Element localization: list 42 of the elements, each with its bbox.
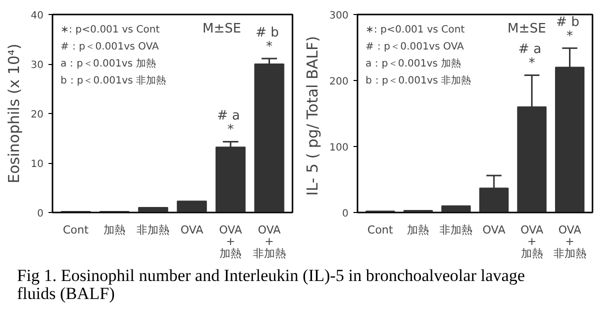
y-tick-label: 100: [329, 142, 349, 154]
annotation: #：p＜0.001vs OVA: [366, 42, 464, 52]
y-tick-label: 0: [342, 208, 349, 220]
annotation: # b: [556, 15, 580, 30]
y-tick-label: 0: [37, 208, 44, 220]
annotation: # a: [217, 108, 240, 124]
x-tick-label: 加熱: [407, 224, 430, 236]
x-tick-label: Cont: [367, 224, 394, 236]
x-tick-label: OVA + 非加熱: [252, 224, 286, 260]
x-tick-label: OVA + 加熱: [219, 224, 242, 260]
x-tick-label: OVA + 非加熱: [553, 224, 586, 260]
annotation: *: [266, 40, 274, 55]
annotation: b：p＜0.001vs 非加熱: [60, 74, 166, 86]
x-tick-label: Cont: [62, 224, 90, 236]
annotation: *: [566, 29, 574, 44]
annotation: *: [528, 56, 536, 72]
y-tick-label: 200: [329, 76, 349, 88]
annotation: M±SE: [202, 22, 242, 36]
x-tick-label: OVA: [482, 224, 506, 236]
x-tick-label: 非加熱: [136, 224, 170, 236]
annotation: a：p＜0.001vs 加熱: [60, 58, 156, 70]
y-tick-label: 300: [329, 10, 349, 22]
x-tick-label: OVA: [180, 224, 204, 236]
annotation: M±SE: [508, 22, 546, 36]
annotation: # b: [256, 26, 279, 41]
annotation: # a: [518, 42, 542, 58]
caption: Fig 1. Eosinophil number and Interleukin (IL)-5 in bronchoalveolar lavage fluids (BALF): [17, 266, 526, 303]
annotation: a：p＜0.001vs 加熱: [366, 58, 461, 70]
annotation: b：p＜0.001vs 非加熱: [366, 74, 472, 86]
annotation: ∗: p<0.001 vs Cont: [366, 24, 465, 36]
annotation: #：p＜0.001vs OVA: [60, 42, 160, 52]
y-tick-label: 40: [30, 10, 44, 22]
y-tick-label: 10: [30, 159, 44, 170]
annotation: ∗: p<0.001 vs Cont: [60, 24, 160, 36]
x-tick-label: OVA + 加熱: [520, 224, 544, 260]
y-axis-title: IL- 5 ( pg/ Total BALF): [303, 36, 322, 196]
x-tick-label: 非加熱: [440, 224, 473, 236]
y-tick-label: 30: [30, 60, 44, 71]
y-axis-title: Eosinophils (x 10⁴): [4, 44, 23, 184]
y-tick-label: 20: [30, 110, 44, 120]
annotation: *: [227, 122, 234, 138]
x-tick-label: 加熱: [103, 224, 126, 236]
